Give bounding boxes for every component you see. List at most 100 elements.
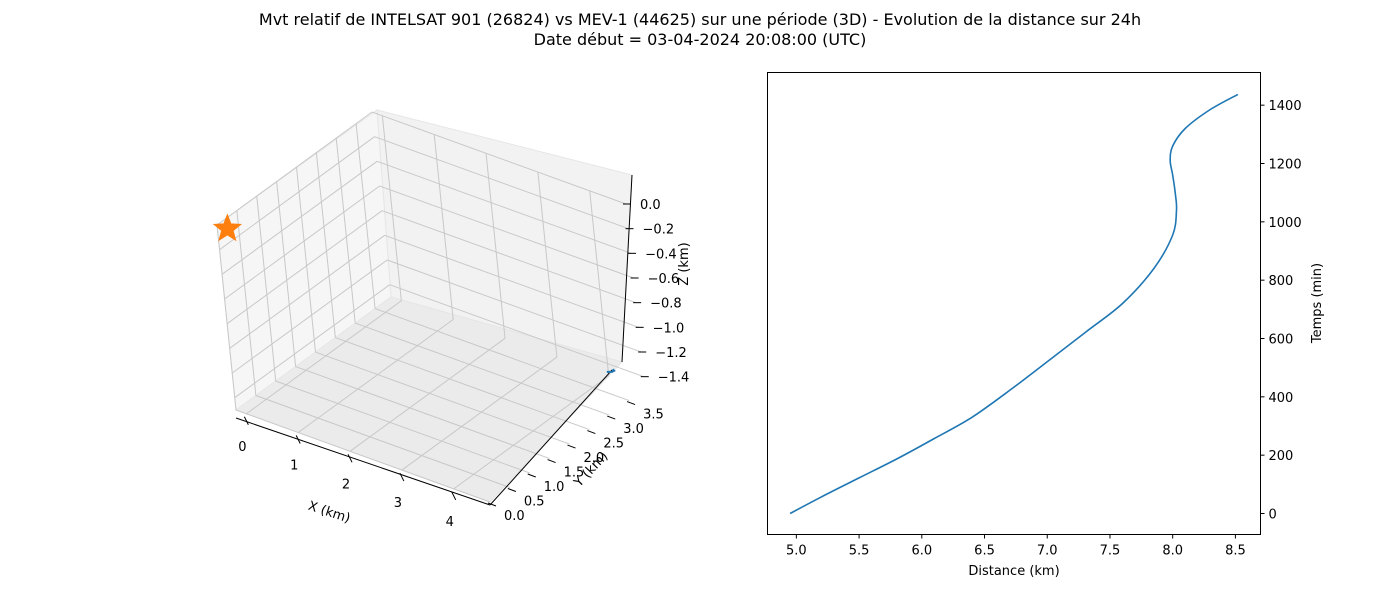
grid-z-back: [387, 259, 642, 353]
y-tick-label: 3.0: [623, 422, 644, 437]
x-tick-label-2d: 5.5: [849, 544, 870, 559]
x-tick-label-2d: 5.0: [786, 544, 807, 559]
y-tick: [607, 415, 616, 420]
x-tick-label: 2: [342, 477, 350, 492]
grid-x-floor: [453, 375, 610, 490]
y-tick-label: 3.5: [643, 408, 664, 423]
grid-z-left: [231, 259, 388, 374]
grid-y-left: [335, 138, 356, 324]
grid-z-back: [389, 284, 644, 378]
x-tick-label: 1: [290, 459, 298, 474]
y-tick-label: 1.5: [564, 466, 585, 481]
grid-z-back: [384, 234, 639, 328]
grid-z-back: [381, 210, 637, 304]
grid-x-floor: [297, 319, 454, 433]
grid-x-back: [537, 172, 558, 358]
z-tick-label: −0.6: [648, 272, 680, 287]
y-tick-label: 0.5: [524, 495, 545, 510]
grid-y-left: [216, 224, 237, 411]
x-axis-line: [235, 417, 491, 506]
grid-x-back: [485, 153, 506, 339]
x-tick-label-2d: 7.5: [1100, 544, 1121, 559]
y-tick: [626, 401, 636, 406]
x-axis-label: X (km): [306, 499, 352, 527]
grid-z-back: [374, 136, 629, 230]
grid-z-left: [234, 284, 391, 399]
y-tick: [507, 488, 517, 492]
grid-y-floor: [255, 395, 511, 488]
x-tick: [347, 454, 353, 463]
y-tick: [567, 444, 576, 449]
grid-z-left: [229, 234, 385, 349]
z-tick-label: −1.2: [655, 346, 687, 361]
x-tick-label: 0: [238, 440, 246, 455]
z-tick-label: −0.8: [650, 297, 682, 312]
y-tick-label: 2.5: [603, 437, 624, 452]
z-axis-label: Z (km): [677, 242, 692, 285]
x-tick-label: 3: [394, 496, 402, 511]
grid-y-floor: [275, 380, 530, 474]
z-tick-label: −0.4: [645, 247, 677, 262]
y-tick-label-2d: 200: [1269, 449, 1294, 464]
y-tick-label-2d: 800: [1269, 274, 1294, 289]
grid-y-floor: [315, 351, 570, 445]
grid-y-floor: [335, 337, 590, 431]
plot-area: [767, 72, 1261, 535]
y-tick-label-2d: 1400: [1269, 99, 1302, 114]
grid-y-left: [295, 167, 316, 353]
z-tick-label: −1.4: [658, 371, 690, 386]
x-tick: [295, 435, 301, 444]
grid-3d: [216, 111, 644, 503]
x-tick-label-2d: 7.0: [1037, 544, 1058, 559]
grid-x-back: [433, 134, 454, 320]
distance-time-line: [789, 93, 1239, 515]
y-tick-label-2d: 1000: [1269, 216, 1302, 231]
x-tick-label: 4: [446, 515, 454, 530]
y-tick-label-2d: 0: [1269, 508, 1277, 523]
y-tick-label: 0.0: [504, 509, 525, 524]
grid-z-left: [219, 136, 375, 251]
y-axis-line: [489, 369, 613, 506]
x-tick-label-2d: 8.0: [1162, 544, 1183, 559]
grid-x-floor: [246, 300, 402, 415]
y-tick-label-2d: 400: [1269, 391, 1294, 406]
x-tick: [243, 416, 249, 425]
figure-subtitle: Date début = 03-04-2024 20:08:00 (UTC): [533, 30, 867, 49]
y-tick-label-2d: 1200: [1269, 158, 1302, 173]
grid-x-back: [381, 115, 402, 301]
grid-x-back: [589, 190, 610, 376]
grid-z-left: [226, 210, 383, 325]
figure-title: Mvt relatif de INTELSAT 901 (26824) vs M…: [258, 10, 1142, 29]
y-axis-label-2d: Temps (min): [1310, 263, 1325, 344]
x-tick-label-2d: 6.0: [911, 544, 932, 559]
x-tick: [399, 472, 405, 482]
y-tick-label: 2.0: [583, 451, 604, 466]
z-tick-label: −0.2: [643, 223, 675, 238]
grid-y-left: [355, 123, 376, 309]
z-tick-label: 0.0: [640, 198, 661, 213]
grid-z-back: [371, 111, 627, 205]
grid-y-left: [236, 210, 257, 396]
grid-z-left: [224, 185, 380, 300]
grid-y-floor: [374, 308, 630, 402]
y-tick-label-2d: 600: [1269, 333, 1294, 348]
plot-distance-time: 5.0 5.5 6.0 6.5 7.0 7.5 8.0 8.5 0 200 400 600 800 100…: [767, 72, 1325, 579]
y-tick: [587, 430, 596, 435]
grid-y-left: [276, 181, 297, 367]
ticks-2d: 5.0 5.5 6.0 6.5 7.0 7.5 8.0 8.5 0 200 400 600 800 100…: [786, 99, 1302, 558]
z-axis-line: [621, 174, 633, 363]
x-tick-label-2d: 8.5: [1225, 544, 1246, 559]
axes-3d: [235, 174, 633, 506]
grid-y-floor: [235, 409, 491, 503]
trajectory-line: [606, 368, 616, 373]
x-tick-label-2d: 6.5: [974, 544, 995, 559]
y-tick: [527, 473, 536, 478]
y-tick: [547, 459, 556, 464]
grid-y-floor: [295, 366, 550, 460]
grid-z-left: [216, 111, 373, 226]
grid-y-left: [315, 152, 336, 338]
grid-z-left: [221, 160, 378, 275]
